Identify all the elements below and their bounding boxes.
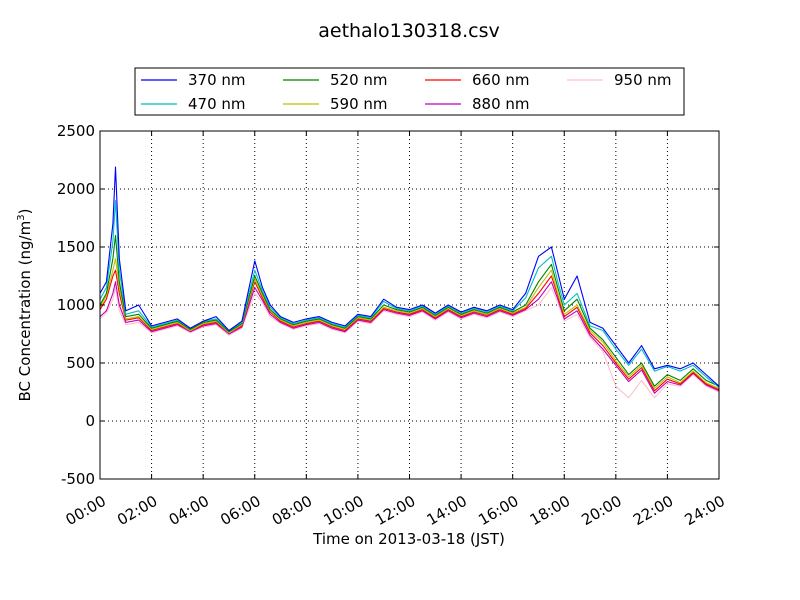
y-axis-label-superscript: 3: [16, 214, 27, 220]
series-line-660-nm: [99, 269, 720, 392]
legend-label: 370 nm: [188, 71, 246, 89]
legend: 370 nm 470 nm 520 nm 590 nm 660 nm 880 nm 950 …: [134, 67, 685, 116]
y-tick-label: 1500: [57, 238, 95, 256]
series-line-590-nm: [99, 258, 720, 390]
y-tick-label: -500: [61, 470, 95, 488]
y-axis-label: BC Concentration (ng/m3): [16, 209, 34, 402]
legend-label: 520 nm: [330, 71, 388, 89]
legend-label: 470 nm: [188, 95, 246, 113]
y-tick-label: 500: [66, 354, 95, 372]
y-tick-label: 1000: [57, 296, 95, 314]
legend-label: 660 nm: [472, 71, 530, 89]
y-axis-label-close: ): [16, 209, 34, 215]
x-axis-label: Time on 2013-03-18 (JST): [312, 530, 505, 548]
chart-title: aethalo130318.csv: [318, 20, 500, 42]
series-line-370-nm: [99, 166, 720, 387]
series-line-950-nm: [99, 287, 720, 399]
y-tick-labels: -500 0 500 1000 1500 2000 2500: [57, 122, 95, 488]
y-tick-label: 2000: [57, 180, 95, 198]
legend-label: 590 nm: [330, 95, 388, 113]
series-line-520-nm: [99, 234, 720, 387]
legend-label: 950 nm: [614, 71, 672, 89]
legend-label: 880 nm: [472, 95, 530, 113]
series-line-880-nm: [99, 281, 720, 394]
y-axis-label-text: BC Concentration (ng/m: [16, 221, 34, 402]
series-line-470-nm: [99, 200, 720, 388]
y-tick-label: 2500: [57, 122, 95, 140]
legend-items: 370 nm 470 nm 520 nm 590 nm 660 nm 880 nm 950 …: [141, 71, 672, 113]
y-tick-label: 0: [85, 412, 95, 430]
legend-box: [134, 67, 685, 116]
axis-ticks: [99, 130, 720, 480]
series-lines: [99, 166, 720, 399]
